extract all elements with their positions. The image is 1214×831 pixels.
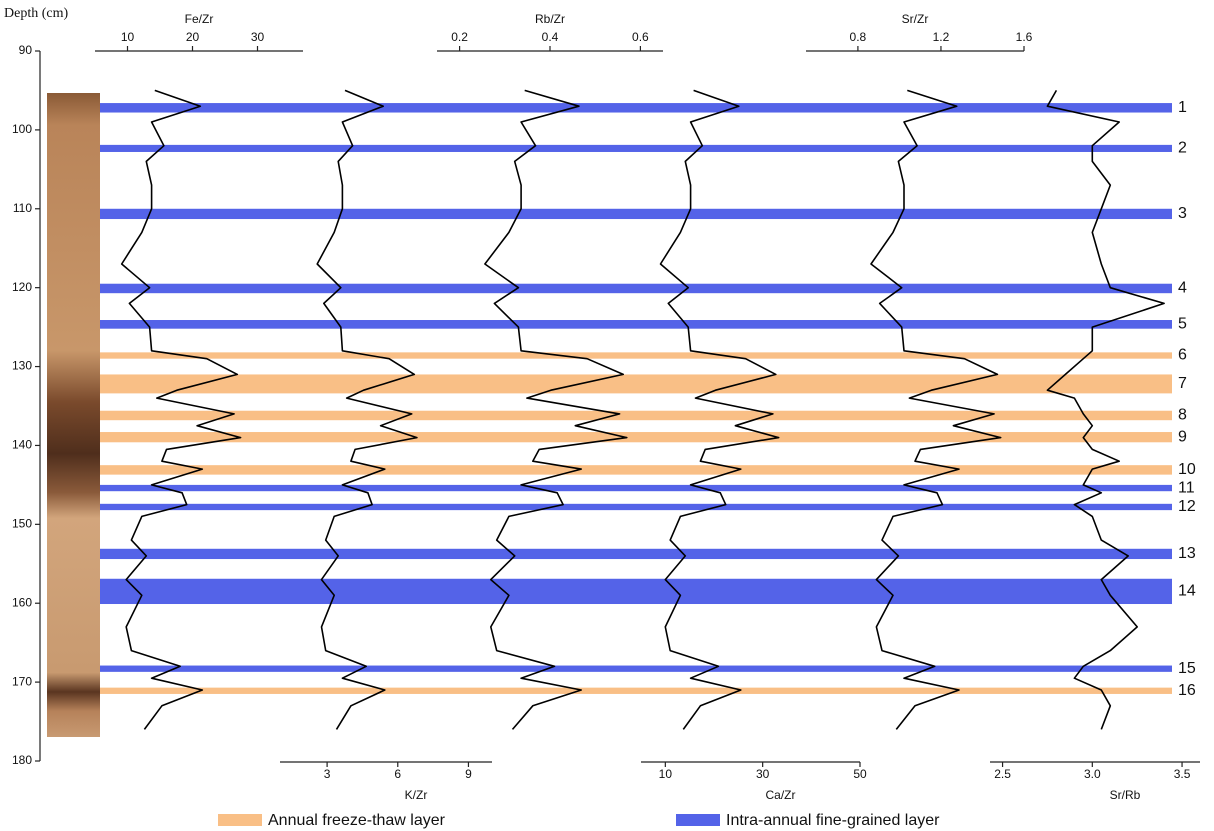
y-tick-label: 180 bbox=[12, 753, 32, 767]
x-tick-label: 1.6 bbox=[1016, 30, 1033, 44]
legend-swatch bbox=[218, 814, 262, 826]
x-tick-label: 50 bbox=[853, 767, 867, 781]
layer-label: 1 bbox=[1178, 99, 1187, 116]
x-tick-label: 3 bbox=[324, 767, 331, 781]
layer-label: 16 bbox=[1178, 682, 1196, 699]
y-tick-label: 130 bbox=[12, 359, 32, 373]
x-axis-title: Rb/Zr bbox=[535, 12, 565, 26]
layer-band bbox=[100, 432, 1172, 443]
legend-swatch bbox=[676, 814, 720, 826]
layer-label: 14 bbox=[1178, 583, 1196, 600]
core-photo bbox=[47, 93, 100, 737]
y-tick-label: 90 bbox=[19, 43, 33, 57]
proxy-curve bbox=[659, 89, 780, 730]
layer-band bbox=[100, 352, 1172, 359]
x-axis-title: Sr/Zr bbox=[902, 12, 929, 26]
y-tick-label: 160 bbox=[12, 595, 32, 609]
x-tick-label: 10 bbox=[121, 30, 135, 44]
layer-label: 13 bbox=[1178, 545, 1196, 562]
layer-band bbox=[100, 283, 1172, 294]
proxy-curve bbox=[316, 89, 418, 730]
layer-label: 10 bbox=[1178, 461, 1196, 478]
layer-band bbox=[100, 465, 1172, 475]
layer-label: 7 bbox=[1178, 375, 1187, 392]
layer-band bbox=[100, 103, 1172, 113]
layer-label: 5 bbox=[1178, 316, 1187, 333]
x-axis-title: Ca/Zr bbox=[766, 788, 796, 802]
plot-area: 9010011012013014015016017018067891016Ann… bbox=[12, 12, 1200, 829]
layer-label: 9 bbox=[1178, 428, 1187, 445]
x-tick-label: 2.5 bbox=[994, 767, 1011, 781]
x-axis-title: Sr/Rb bbox=[1110, 788, 1141, 802]
layer-label: 8 bbox=[1178, 407, 1187, 424]
layer-label: 2 bbox=[1178, 140, 1187, 157]
layer-band bbox=[100, 320, 1172, 329]
y-tick-label: 170 bbox=[12, 674, 32, 688]
layer-band bbox=[100, 484, 1172, 492]
x-tick-label: 0.2 bbox=[451, 30, 468, 44]
x-tick-label: 6 bbox=[394, 767, 401, 781]
layer-band bbox=[100, 687, 1172, 694]
x-tick-label: 30 bbox=[251, 30, 265, 44]
x-axis-title: K/Zr bbox=[405, 788, 428, 802]
x-tick-label: 3.0 bbox=[1084, 767, 1101, 781]
y-axis-title: Depth (cm) bbox=[4, 6, 68, 21]
y-tick-label: 150 bbox=[12, 517, 32, 531]
legend-label: Intra-annual fine-grained layer bbox=[726, 812, 940, 829]
y-tick-label: 110 bbox=[13, 201, 32, 215]
layer-label: 3 bbox=[1178, 205, 1187, 222]
layer-band bbox=[100, 578, 1172, 605]
layer-band bbox=[100, 410, 1172, 421]
proxy-curve bbox=[1046, 90, 1165, 730]
proxy-curve bbox=[120, 89, 242, 730]
x-tick-label: 1.2 bbox=[933, 30, 950, 44]
x-tick-label: 30 bbox=[756, 767, 770, 781]
layer-band bbox=[100, 503, 1172, 511]
layer-label: 12 bbox=[1178, 498, 1196, 515]
y-tick-label: 120 bbox=[12, 280, 32, 294]
x-axis-title: Fe/Zr bbox=[185, 12, 214, 26]
layer-label: 4 bbox=[1178, 280, 1187, 297]
x-tick-label: 0.8 bbox=[850, 30, 867, 44]
proxy-curve bbox=[484, 89, 628, 730]
y-tick-label: 100 bbox=[12, 122, 32, 136]
x-tick-label: 0.6 bbox=[632, 30, 649, 44]
x-tick-label: 9 bbox=[465, 767, 472, 781]
proxy-curve bbox=[870, 89, 1002, 730]
x-tick-label: 20 bbox=[186, 30, 200, 44]
layer-label: 11 bbox=[1178, 479, 1195, 496]
x-tick-label: 3.5 bbox=[1174, 767, 1191, 781]
x-tick-label: 10 bbox=[659, 767, 673, 781]
layer-band bbox=[100, 208, 1172, 220]
layer-band bbox=[100, 144, 1172, 152]
layer-band bbox=[100, 665, 1172, 672]
layer-label: 15 bbox=[1178, 660, 1196, 677]
legend-label: Annual freeze-thaw layer bbox=[268, 812, 446, 829]
y-tick-label: 140 bbox=[12, 438, 32, 452]
layer-band bbox=[100, 548, 1172, 560]
layer-band bbox=[100, 374, 1172, 394]
x-tick-label: 0.4 bbox=[542, 30, 559, 44]
layer-label: 6 bbox=[1178, 347, 1187, 364]
